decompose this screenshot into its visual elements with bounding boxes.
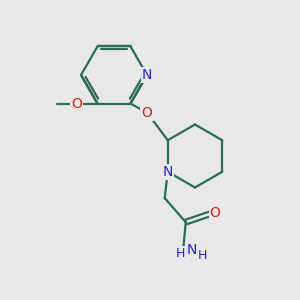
Text: H: H bbox=[176, 247, 185, 260]
Text: N: N bbox=[187, 243, 197, 257]
Text: N: N bbox=[163, 165, 173, 179]
Text: O: O bbox=[142, 106, 152, 120]
Text: O: O bbox=[71, 97, 82, 111]
Text: N: N bbox=[142, 68, 152, 82]
Text: O: O bbox=[210, 206, 220, 220]
Text: H: H bbox=[198, 249, 208, 262]
